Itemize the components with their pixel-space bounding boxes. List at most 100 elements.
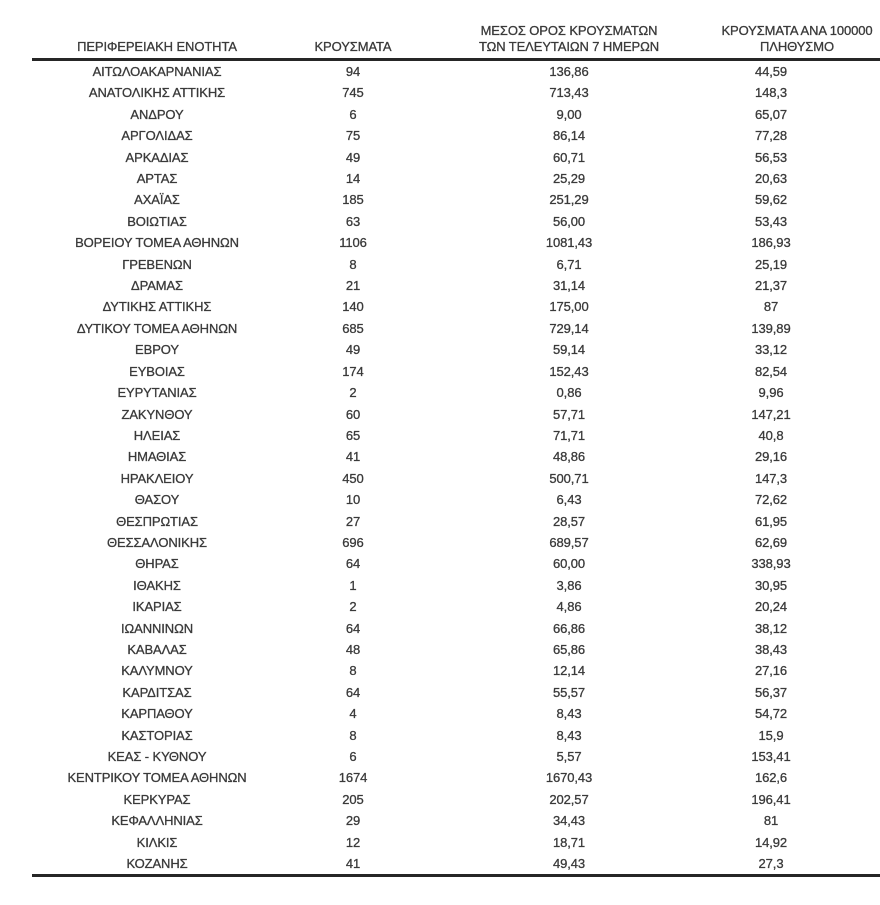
cases-cell: 205 bbox=[342, 791, 364, 807]
cases-cell: 2 bbox=[349, 385, 357, 401]
cases-cell: 140 bbox=[342, 299, 364, 315]
region-cell: ΚΕΝΤΡΙΚΟΥ ΤΟΜΕΑ ΑΘΗΝΩΝ bbox=[67, 770, 247, 786]
table-row: ΔΥΤΙΚΗΣ ΑΤΤΙΚΗΣ 140 175,00 87 bbox=[32, 296, 880, 317]
per100k-cell: 59,62 bbox=[754, 192, 788, 208]
avg7-cell: 60,00 bbox=[552, 556, 586, 572]
table-row: ΕΥΡΥΤΑΝΙΑΣ 2 0,86 9,96 bbox=[32, 382, 880, 403]
region-cell: ΑΧΑΪΑΣ bbox=[134, 192, 180, 208]
table-row: ΙΘΑΚΗΣ 1 3,86 30,95 bbox=[32, 575, 880, 596]
avg7-cell: 57,71 bbox=[552, 406, 586, 422]
cases-cell: 685 bbox=[342, 320, 364, 336]
regional-cases-table: ΠΕΡΙΦΕΡΕΙΑΚΗ ΕΝΟΤΗΤΑ ΚΡΟΥΣΜΑΤΑ ΜΕΣΟΣ ΟΡΟ… bbox=[32, 13, 880, 877]
avg7-cell: 689,57 bbox=[549, 534, 589, 550]
per100k-cell: 153,41 bbox=[751, 749, 791, 764]
table-row: ΘΑΣΟΥ 10 6,43 72,62 bbox=[32, 489, 880, 510]
per100k-cell: 53,43 bbox=[754, 213, 788, 229]
table-row: ΚΑΛΥΜΝΟΥ 8 12,14 27,16 bbox=[32, 660, 880, 681]
per100k-cell: 162,6 bbox=[754, 770, 788, 786]
table-row: ΚΑΡΔΙΤΣΑΣ 64 55,57 56,37 bbox=[32, 682, 880, 703]
per100k-cell: 38,43 bbox=[754, 641, 788, 657]
avg7-cell: 71,71 bbox=[552, 427, 586, 443]
region-cell: ΖΑΚΥΝΘΟΥ bbox=[121, 406, 193, 422]
table-row: ΑΝΑΤΟΛΙΚΗΣ ΑΤΤΙΚΗΣ 745 713,43 148,3 bbox=[32, 82, 880, 103]
table-row: ΚΑΣΤΟΡΙΑΣ 8 8,43 15,9 bbox=[32, 725, 880, 746]
cases-cell: 65 bbox=[345, 427, 361, 443]
cases-cell: 64 bbox=[345, 556, 361, 572]
avg7-cell: 175,00 bbox=[549, 299, 589, 315]
cases-cell: 8 bbox=[349, 727, 357, 743]
region-cell: ΑΝΑΤΟΛΙΚΗΣ ΑΤΤΙΚΗΣ bbox=[88, 85, 226, 101]
avg7-cell: 55,57 bbox=[552, 684, 586, 700]
per100k-cell: 14,92 bbox=[754, 834, 788, 850]
region-cell: ΚΕΦΑΛΛΗΝΙΑΣ bbox=[111, 813, 203, 829]
avg7-cell: 66,86 bbox=[552, 620, 586, 636]
per100k-cell: 87 bbox=[763, 299, 779, 315]
per100k-cell: 20,24 bbox=[754, 599, 788, 615]
region-cell: ΗΜΑΘΙΑΣ bbox=[127, 449, 187, 465]
avg7-cell: 25,29 bbox=[552, 171, 586, 187]
per100k-cell: 147,3 bbox=[754, 470, 788, 486]
region-cell: ΑΡΤΑΣ bbox=[136, 171, 178, 187]
per100k-cell: 21,37 bbox=[754, 278, 788, 294]
cases-cell: 12 bbox=[345, 834, 361, 850]
table-row: ΒΟΙΩΤΙΑΣ 63 56,00 53,43 bbox=[32, 211, 880, 232]
cases-cell: 94 bbox=[345, 64, 361, 79]
region-cell: ΙΘΑΚΗΣ bbox=[133, 577, 181, 593]
region-cell: ΗΛΕΙΑΣ bbox=[133, 427, 181, 443]
per100k-cell: 56,37 bbox=[754, 684, 788, 700]
region-cell: ΑΝΔΡΟΥ bbox=[130, 106, 184, 122]
per100k-cell: 20,63 bbox=[754, 171, 788, 187]
avg7-cell: 12,14 bbox=[552, 663, 586, 679]
table-row: ΑΡΓΟΛΙΔΑΣ 75 86,14 77,28 bbox=[32, 125, 880, 146]
table-row: ΘΕΣΠΡΩΤΙΑΣ 27 28,57 61,95 bbox=[32, 511, 880, 532]
avg7-cell: 6,43 bbox=[556, 492, 582, 508]
region-cell: ΔΥΤΙΚΟΥ ΤΟΜΕΑ ΑΘΗΝΩΝ bbox=[76, 320, 238, 336]
avg7-cell: 59,14 bbox=[552, 342, 586, 358]
per100k-cell: 44,59 bbox=[754, 64, 788, 79]
avg7-cell: 86,14 bbox=[552, 128, 586, 144]
table-row: ΑΡΤΑΣ 14 25,29 20,63 bbox=[32, 168, 880, 189]
cases-cell: 48 bbox=[345, 641, 361, 657]
avg7-cell: 0,86 bbox=[556, 385, 582, 401]
avg7-cell: 3,86 bbox=[556, 577, 582, 593]
avg7-cell: 713,43 bbox=[549, 85, 589, 101]
avg7-cell: 1081,43 bbox=[545, 235, 593, 251]
avg7-cell: 8,43 bbox=[556, 727, 582, 743]
table-row: ΑΧΑΪΑΣ 185 251,29 59,62 bbox=[32, 189, 880, 210]
cases-cell: 1106 bbox=[339, 235, 367, 251]
region-cell: ΚΑΒΑΛΑΣ bbox=[127, 641, 187, 657]
column-header-region-label: ΠΕΡΙΦΕΡΕΙΑΚΗ ΕΝΟΤΗΤΑ bbox=[77, 38, 237, 54]
per100k-cell: 147,21 bbox=[751, 406, 791, 422]
avg7-cell: 60,71 bbox=[552, 149, 586, 165]
column-header-per100k-line2: ΠΛΗΘΥΣΜΟ bbox=[759, 38, 834, 54]
cases-cell: 8 bbox=[349, 663, 357, 679]
region-cell: ΕΥΡΥΤΑΝΙΑΣ bbox=[117, 385, 197, 401]
table-row: ΔΥΤΙΚΟΥ ΤΟΜΕΑ ΑΘΗΝΩΝ 685 729,14 139,89 bbox=[32, 318, 880, 339]
region-cell: ΙΚΑΡΙΑΣ bbox=[132, 599, 182, 615]
region-cell: ΘΑΣΟΥ bbox=[134, 492, 180, 508]
per100k-cell: 29,16 bbox=[754, 449, 788, 465]
region-cell: ΚΑΡΠΑΘΟΥ bbox=[121, 706, 193, 722]
cases-cell: 6 bbox=[349, 106, 357, 122]
cases-cell: 450 bbox=[342, 470, 364, 486]
region-cell: ΚΕΡΚΥΡΑΣ bbox=[123, 791, 191, 807]
per100k-cell: 186,93 bbox=[751, 235, 791, 251]
per100k-cell: 40,8 bbox=[758, 427, 784, 443]
table-header-row: ΠΕΡΙΦΕΡΕΙΑΚΗ ΕΝΟΤΗΤΑ ΚΡΟΥΣΜΑΤΑ ΜΕΣΟΣ ΟΡΟ… bbox=[32, 13, 880, 60]
region-cell: ΑΙΤΩΛΟΑΚΑΡΝΑΝΙΑΣ bbox=[92, 64, 222, 79]
cases-cell: 1674 bbox=[338, 770, 368, 786]
cases-cell: 21 bbox=[345, 278, 361, 294]
avg7-cell: 18,71 bbox=[552, 834, 586, 850]
region-cell: ΙΩΑΝΝΙΝΩΝ bbox=[121, 620, 193, 636]
table-row: ΚΑΒΑΛΑΣ 48 65,86 38,43 bbox=[32, 639, 880, 660]
per100k-cell: 33,12 bbox=[754, 342, 788, 358]
region-cell: ΚΕΑΣ - ΚΥΘΝΟΥ bbox=[107, 749, 207, 764]
per100k-cell: 72,62 bbox=[754, 492, 788, 508]
avg7-cell: 56,00 bbox=[552, 213, 586, 229]
per100k-cell: 196,41 bbox=[751, 791, 791, 807]
cases-cell: 2 bbox=[349, 599, 357, 615]
table-row: ΚΑΡΠΑΘΟΥ 4 8,43 54,72 bbox=[32, 703, 880, 724]
column-header-cases: ΚΡΟΥΣΜΑΤΑ bbox=[282, 13, 424, 60]
avg7-cell: 202,57 bbox=[549, 791, 589, 807]
avg7-cell: 28,57 bbox=[552, 513, 586, 529]
